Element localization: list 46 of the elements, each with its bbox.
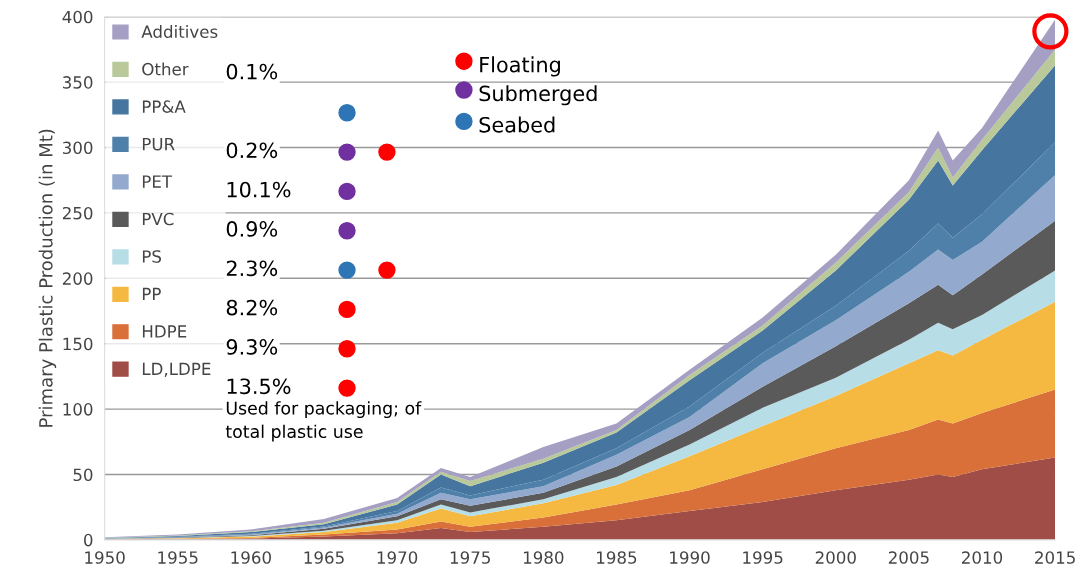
annotation: 2.3% [226,260,278,277]
legend-label: LD,LDPE [142,362,211,377]
annotation: 0.2% [226,142,278,159]
x-tick-label: 1975 [450,551,490,564]
annotation: Floating [480,56,560,77]
y-tick-label: 250 [62,206,93,220]
x-tick-label: 1965 [304,551,344,564]
x-tick-label: 1980 [523,551,564,564]
y-tick-label: 100 [63,403,93,416]
annotation: Submerged [479,85,597,106]
x-tick-label: 1960 [231,551,271,564]
x-tick-label: 1990 [670,551,710,564]
x-tick-label: 1950 [85,551,125,564]
x-tick-label: 1970 [377,551,418,564]
annotation: 13.5% [227,378,291,395]
x-tick-label: 2000 [815,551,856,564]
legend-label: PUR [142,138,175,151]
x-tick-label: 1955 [158,551,198,564]
legend-label: PVC [142,212,174,226]
x-tick-label: 2010 [962,551,1003,564]
annotation: 10.1% [227,181,291,198]
legend-label: PS [142,250,162,263]
y-tick-label: 0 [84,533,93,547]
x-tick-label: 1995 [743,551,783,564]
y-tick-label: 200 [62,272,93,285]
legend-label: Additives [141,25,218,38]
annotation: Seabed [479,116,555,133]
y-tick-label: 50 [73,468,93,482]
annotation: 0.1% [226,63,278,80]
y-axis-title: Primary Plastic Production (in Mt) [38,129,57,427]
annotation: 9.3% [226,339,278,355]
legend-label: HDPE [142,325,187,338]
y-tick-label: 150 [63,337,93,351]
x-tick-label: 2005 [888,551,929,564]
y-tick-label: 400 [62,10,93,24]
annotation: 0.9% [226,221,278,237]
x-tick-label: 1985 [597,551,637,564]
legend-label: PP [142,287,161,301]
annotation: 8.2% [226,299,278,316]
annotation: Used for packaging; of total plastic use [225,401,422,442]
x-tick-label: 2015 [1035,551,1075,564]
legend-label: Other [142,62,189,76]
legend-label: PET [142,175,173,188]
legend-label: PP&A [142,100,186,113]
y-tick-label: 300 [62,141,93,155]
y-tick-label: 350 [62,76,93,89]
